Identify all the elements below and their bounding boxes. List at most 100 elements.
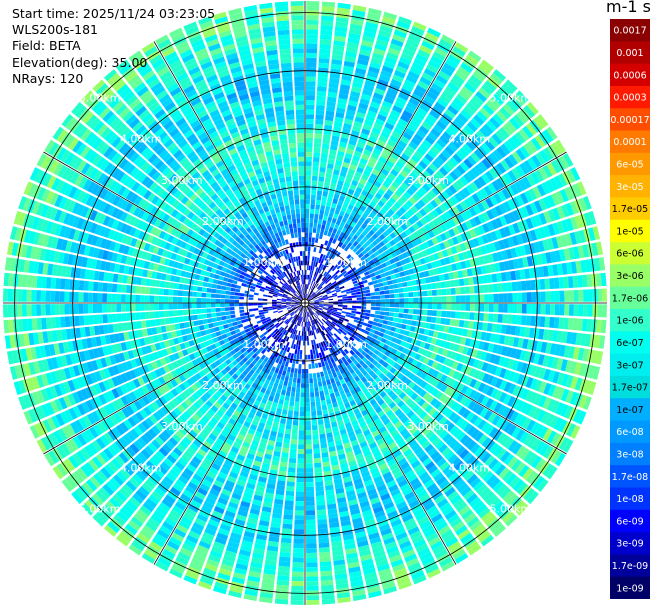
range-gate-cell [361,243,368,250]
range-gate-cell [287,352,292,358]
range-gate-cell [364,79,376,88]
range-gate-cell [361,276,367,281]
range-gate-cell [340,206,347,213]
ppi-polar-plot: 1.00km1.00km1.00km1.00km2.00km2.00km2.00… [3,1,607,605]
range-gate-cell [311,292,315,297]
range-gate-cell [299,349,303,355]
range-gate-cell [448,272,455,280]
range-gate-cell [419,257,426,265]
range-gate-cell [345,314,351,318]
range-gate-cell [399,329,406,335]
range-gate-cell [487,253,495,263]
range-gate-cell [318,304,324,306]
range-gate-cell [367,249,374,256]
range-gate-cell [396,218,404,226]
range-gate-cell [425,247,433,256]
range-gate-cell [285,490,295,497]
range-gate-cell [368,135,378,144]
range-gate-cell [305,222,309,228]
range-gate-cell [439,258,447,266]
range-gate-cell [306,274,308,280]
range-gate-cell [280,389,286,396]
range-gate-cell [514,270,521,280]
range-gate-cell [514,349,522,360]
range-gate-cell [378,226,386,234]
range-gate-cell [453,343,460,352]
range-gate-cell [408,234,416,242]
range-gate-cell [348,139,357,146]
range-gate-cell [429,276,436,283]
range-gate-cell [450,311,456,319]
range-gate-cell [306,552,318,558]
range-gate-cell [313,271,317,277]
range-gate-cell [426,63,439,74]
range-gate-cell [419,208,427,217]
range-gate-cell [342,305,348,308]
range-gate-cell [290,595,304,601]
range-gate-cell [249,314,255,318]
range-gate-cell [306,562,318,568]
range-gate-cell [327,163,334,170]
range-gate-cell [392,283,399,289]
range-gate-cell [305,458,313,464]
range-gate-cell [469,294,475,303]
range-gate-cell [352,81,363,89]
range-gate-cell [318,214,324,220]
range-gate-cell [443,325,450,333]
range-gate-cell [489,152,500,164]
range-gate-cell [542,355,550,367]
range-gate-cell [321,195,328,202]
range-gate-cell [473,215,482,226]
range-gate-cell [386,52,399,61]
range-gate-cell [517,337,524,349]
range-gate-cell [568,247,576,260]
range-gate-cell [349,164,357,171]
range-gate-cell [343,265,349,271]
range-gate-cell [307,316,309,322]
range-gate-cell [402,47,416,57]
range-gate-cell [487,343,495,353]
range-gate-cell [387,172,396,181]
range-gate-cell [441,348,449,357]
range-gate-cell [499,334,506,345]
range-gate-cell [565,360,573,373]
range-gate-cell [489,263,496,273]
range-gate-cell [343,223,350,230]
range-gate-cell [528,188,538,201]
range-gate-cell [305,175,312,181]
range-gate-cell [360,223,368,230]
range-gate-cell [478,256,485,265]
range-gate-cell [532,186,542,199]
range-gate-cell [361,212,369,219]
range-gate-cell [336,107,346,114]
range-gate-cell [431,310,437,317]
range-gate-cell [528,267,535,279]
range-gate-cell [455,244,462,253]
range-gate-cell [320,259,324,265]
range-gate-cell [393,267,400,274]
range-gate-cell [400,182,409,191]
range-gate-cell [288,467,296,473]
range-gate-cell [424,117,435,127]
range-gate-cell [564,187,574,201]
range-gate-cell [422,241,430,249]
range-gate-cell [356,297,362,301]
range-gate-cell [311,293,316,297]
range-gate-cell [347,204,354,211]
range-gate-cell [326,101,336,108]
range-gate-cell [359,157,368,165]
range-gate-cell [351,308,357,311]
range-gate-cell [360,255,366,262]
range-gate-cell [523,105,536,118]
range-gate-cell [403,303,409,308]
range-gate-cell [295,491,305,497]
range-gate-cell [545,291,551,302]
range-gate-cell [298,444,305,450]
range-gate-cell [551,142,562,156]
range-gate-cell [276,584,289,591]
range-gate-cell [315,204,321,210]
range-gate-cell [327,275,332,280]
range-gate-cell [596,319,602,333]
range-gate-cell [423,95,436,105]
range-gate-cell [306,52,317,58]
